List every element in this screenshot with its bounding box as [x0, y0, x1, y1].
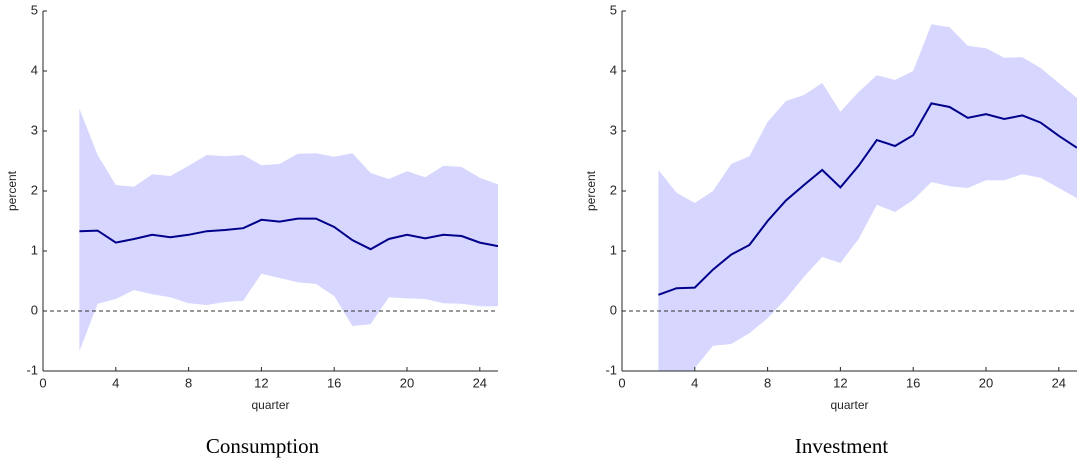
y-tick-label: 2 [31, 182, 38, 197]
plot-area [622, 24, 1077, 371]
y-tick-label: 0 [31, 302, 38, 317]
x-tick-label: 16 [327, 375, 341, 390]
x-tick-label: 4 [691, 375, 698, 390]
y-tick-label: 5 [610, 2, 617, 17]
y-tick-label: -1 [605, 362, 617, 377]
y-tick-label: 1 [31, 242, 38, 257]
x-tick-label: 24 [473, 375, 487, 390]
y-tick-label: 1 [610, 242, 617, 257]
confidence-band [79, 108, 498, 352]
y-tick-label: 4 [31, 62, 38, 77]
x-tick-label: 16 [906, 375, 920, 390]
y-tick-label: 5 [31, 2, 38, 17]
y-tick-label: -1 [26, 362, 38, 377]
x-axis-label: quarter [830, 398, 868, 412]
y-tick-label: 2 [610, 182, 617, 197]
y-axis-label: percent [584, 170, 598, 211]
x-axis-label: quarter [251, 398, 289, 412]
chart-title: Consumption [206, 434, 320, 458]
line [658, 102, 1077, 296]
x-tick-label: 20 [400, 375, 414, 390]
plot-area [43, 108, 498, 352]
x-tick-label: 8 [764, 375, 771, 390]
x-tick-label: 0 [39, 375, 46, 390]
x-tick-label: 0 [618, 375, 625, 390]
chart-title: Investment [795, 434, 888, 458]
y-axis-label: percent [5, 170, 19, 211]
y-tick-label: 3 [610, 122, 617, 137]
x-tick-label: 20 [979, 375, 993, 390]
confidence-band [658, 24, 1077, 371]
y-tick-label: 3 [31, 122, 38, 137]
x-tick-label: 12 [833, 375, 847, 390]
line [79, 217, 498, 251]
x-tick-label: 4 [112, 375, 119, 390]
x-tick-label: 12 [254, 375, 268, 390]
x-tick-label: 24 [1052, 375, 1066, 390]
y-tick-label: 0 [610, 302, 617, 317]
x-tick-label: 8 [185, 375, 192, 390]
y-tick-label: 4 [610, 62, 617, 77]
